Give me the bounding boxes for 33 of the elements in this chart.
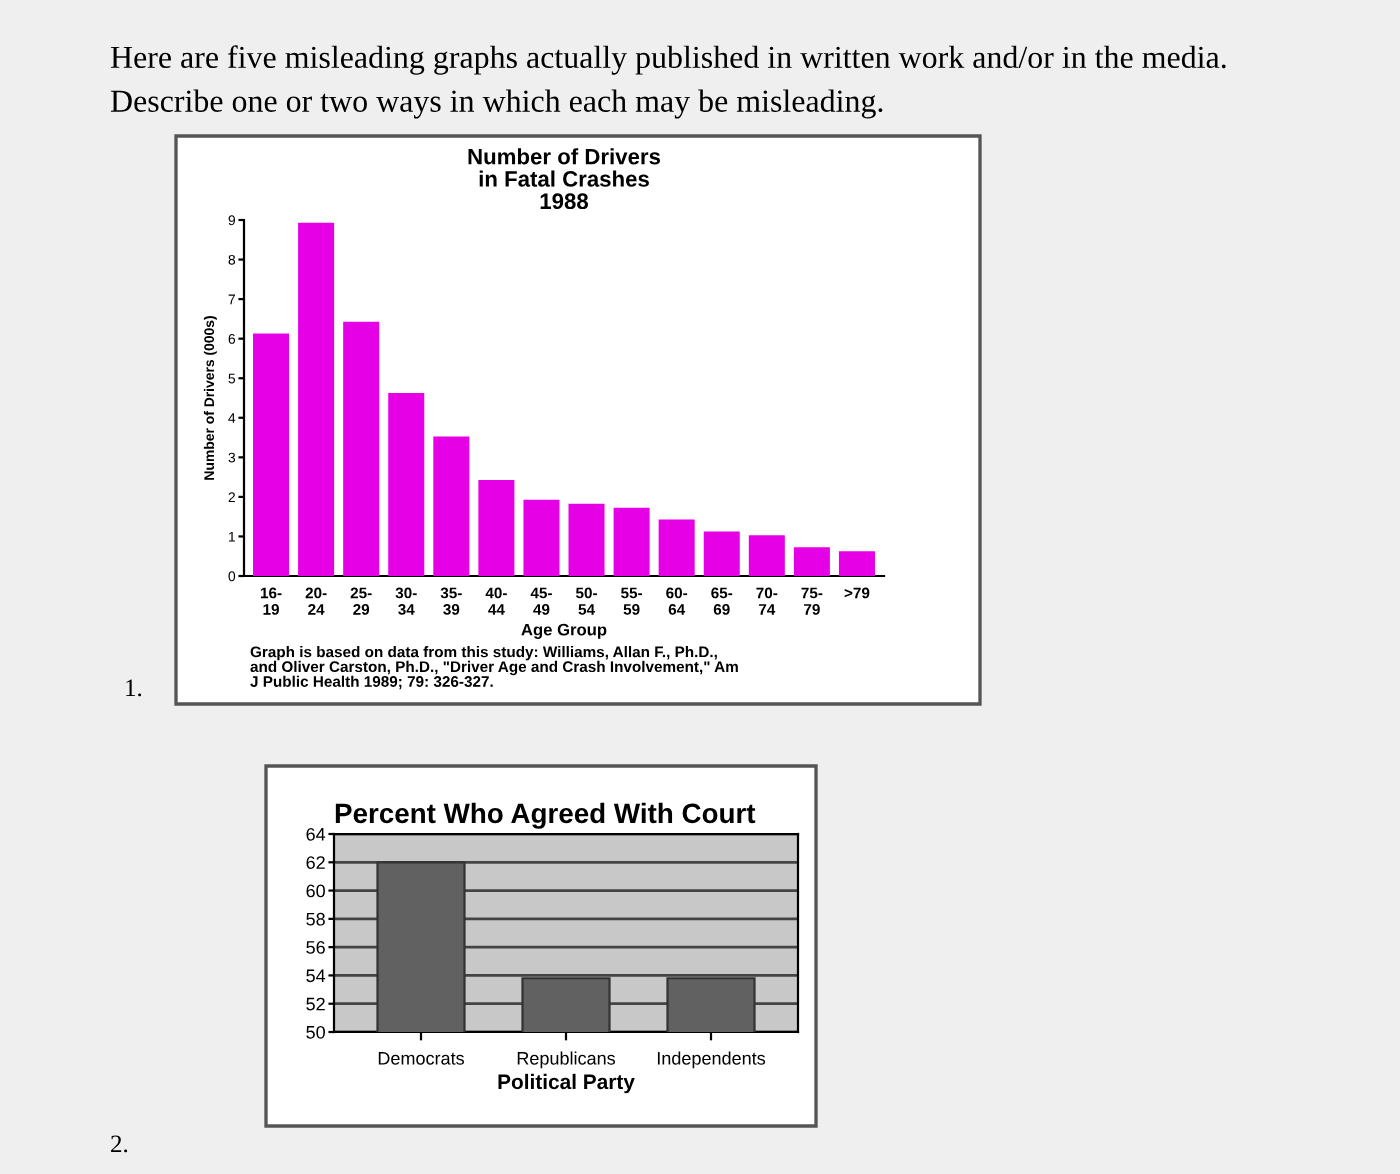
bar: [433, 436, 470, 576]
bar: [838, 551, 875, 576]
x-axis-title: Political Party: [498, 1073, 635, 1094]
y-tick-label: 52: [306, 997, 325, 1011]
bar: [658, 519, 695, 576]
bar: [748, 535, 785, 576]
bar: [388, 392, 425, 576]
bar: [253, 333, 290, 576]
y-tick-label: 58: [306, 912, 325, 926]
y-tick-label: 50: [306, 1025, 325, 1039]
text: 2.: [111, 1135, 128, 1153]
bar: [568, 503, 605, 576]
text: Describe one or two ways in which each may be misleading.: [110, 89, 883, 119]
x-tick-label: Democrats: [378, 1052, 464, 1065]
y-tick-label: 62: [306, 856, 325, 870]
text: Here are five misleading graphs actually published in written work and/or in the media.: [110, 45, 1226, 75]
x-tick-label: Republicans: [517, 1051, 616, 1069]
x-axis-title: Age Group: [521, 623, 607, 639]
y-tick-label: 56: [306, 941, 325, 954]
y-tick-label: 54: [306, 969, 326, 983]
y-tick-label: 60: [306, 884, 325, 898]
chart-title: Percent Who Agreed With Court: [335, 802, 756, 829]
y-tick-label: 64: [306, 827, 326, 841]
bar: [793, 547, 830, 576]
chart-title: Number of Drivers in Fatal Crashes 1988: [468, 148, 661, 210]
bar: [703, 531, 740, 576]
x-tick-label: Independents: [657, 1051, 766, 1069]
bar: [523, 499, 560, 576]
text: 1.: [126, 679, 142, 697]
bar: [613, 507, 650, 576]
bar: [298, 222, 335, 576]
bar: [478, 479, 515, 576]
bar: [343, 321, 380, 576]
